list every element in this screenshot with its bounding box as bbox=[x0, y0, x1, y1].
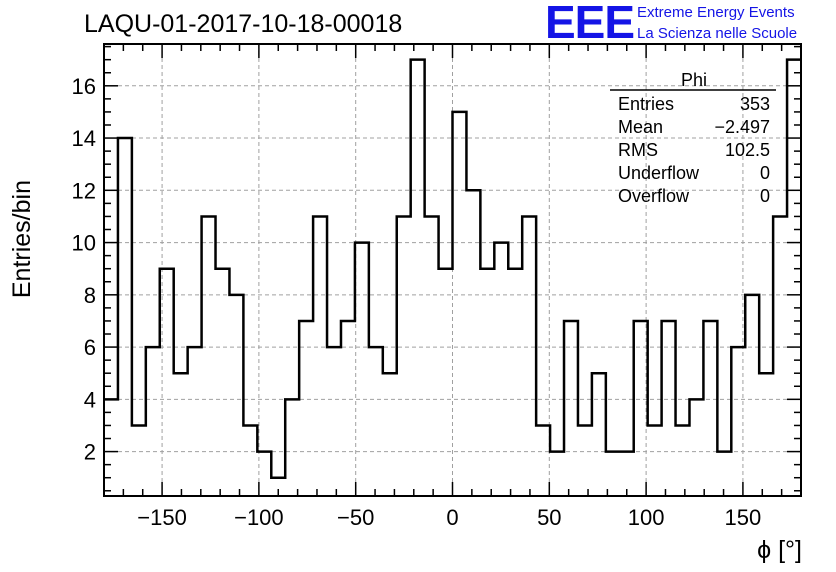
histogram-bin bbox=[411, 60, 425, 496]
histogram-bin bbox=[243, 425, 257, 496]
histogram-bin bbox=[341, 321, 355, 496]
histogram-bin bbox=[522, 216, 536, 496]
stats-label: Entries bbox=[618, 94, 674, 114]
x-tick-label: −150 bbox=[137, 505, 187, 530]
histogram-bin bbox=[299, 321, 313, 496]
histogram-bin bbox=[592, 373, 606, 496]
chart-title: LAQU-01-2017-10-18-00018 bbox=[84, 10, 403, 38]
histogram-bin bbox=[676, 425, 690, 496]
stats-value: 0 bbox=[760, 163, 770, 183]
y-tick-label: 12 bbox=[72, 178, 96, 203]
histogram-bin bbox=[327, 347, 341, 496]
histogram-bin bbox=[425, 216, 439, 496]
histogram-bin bbox=[229, 295, 243, 496]
histogram-bin bbox=[132, 425, 146, 496]
y-tick-label: 16 bbox=[72, 74, 96, 99]
histogram-bin bbox=[494, 243, 508, 496]
y-tick-label: 10 bbox=[72, 231, 96, 256]
y-tick-label: 14 bbox=[72, 126, 96, 151]
histogram-bin bbox=[564, 321, 578, 496]
stats-label: Overflow bbox=[618, 186, 690, 206]
histogram-bin bbox=[174, 373, 188, 496]
histogram-bin bbox=[397, 216, 411, 496]
stats-label: RMS bbox=[618, 140, 658, 160]
histogram-bin bbox=[104, 399, 118, 496]
stats-box: Phi Entries 353 Mean −2.497 RMS 102.5 Un… bbox=[610, 70, 776, 206]
y-axis-title: Entries/bin bbox=[8, 180, 36, 298]
axis-ticks bbox=[104, 44, 801, 496]
histogram-bin bbox=[759, 373, 773, 496]
logo-mark: EEE bbox=[545, 0, 635, 48]
tick-labels: −150 −100 −50 0 50 100 150 2 4 6 8 10 12 14 16 bbox=[72, 74, 762, 530]
stats-value: 0 bbox=[760, 186, 770, 206]
y-tick-label: 6 bbox=[84, 335, 96, 360]
x-axis-title: ϕ [°] bbox=[757, 536, 802, 564]
histogram-bin bbox=[689, 399, 703, 496]
histogram-bin bbox=[648, 425, 662, 496]
histogram-bin bbox=[383, 373, 397, 496]
x-tick-label: −100 bbox=[234, 505, 284, 530]
y-tick-label: 2 bbox=[84, 440, 96, 465]
histogram-bin bbox=[466, 190, 480, 496]
histogram-bin bbox=[550, 452, 564, 496]
histogram-bin bbox=[703, 321, 717, 496]
histogram-bin bbox=[285, 399, 299, 496]
x-tick-label: 50 bbox=[537, 505, 561, 530]
logo-line-2: La Scienza nelle Scuole bbox=[637, 25, 798, 42]
x-tick-label: −50 bbox=[337, 505, 374, 530]
histogram-bin bbox=[355, 243, 369, 496]
stats-name: Phi bbox=[681, 70, 707, 90]
histogram-bin bbox=[508, 269, 522, 496]
histogram-bin bbox=[480, 269, 494, 496]
y-tick-label: 8 bbox=[84, 283, 96, 308]
y-tick-label: 4 bbox=[84, 387, 96, 412]
histogram-bin bbox=[369, 347, 383, 496]
x-tick-label: 100 bbox=[628, 505, 665, 530]
histogram-outline bbox=[104, 58, 801, 479]
histogram-bin bbox=[146, 347, 160, 496]
histogram-bin bbox=[731, 347, 745, 496]
histogram-bin bbox=[717, 452, 731, 496]
histogram-bin bbox=[453, 112, 467, 496]
stats-label: Underflow bbox=[618, 163, 700, 183]
histogram-bin bbox=[578, 425, 592, 496]
stats-value: 353 bbox=[740, 94, 770, 114]
x-tick-label: 150 bbox=[725, 505, 762, 530]
histogram-bin bbox=[662, 321, 676, 496]
histogram-bin bbox=[202, 216, 216, 496]
stats-value: 102.5 bbox=[725, 140, 770, 160]
histogram-bin bbox=[745, 295, 759, 496]
x-tick-label: 0 bbox=[446, 505, 458, 530]
stats-label: Mean bbox=[618, 117, 663, 137]
histogram-bin bbox=[536, 425, 550, 496]
histogram-bin bbox=[160, 269, 174, 496]
stats-value: −2.497 bbox=[714, 117, 770, 137]
histogram-bin bbox=[313, 216, 327, 496]
logo-line-1: Extreme Energy Events bbox=[637, 4, 795, 21]
histogram-bin bbox=[216, 269, 230, 496]
histogram-bin bbox=[118, 138, 132, 496]
histogram-bin bbox=[773, 216, 787, 496]
histogram-bin bbox=[634, 321, 648, 496]
histogram-bin bbox=[188, 347, 202, 496]
eee-logo: EEE Extreme Energy Events La Scienza nel… bbox=[545, 0, 835, 48]
histogram-bin bbox=[439, 269, 453, 496]
